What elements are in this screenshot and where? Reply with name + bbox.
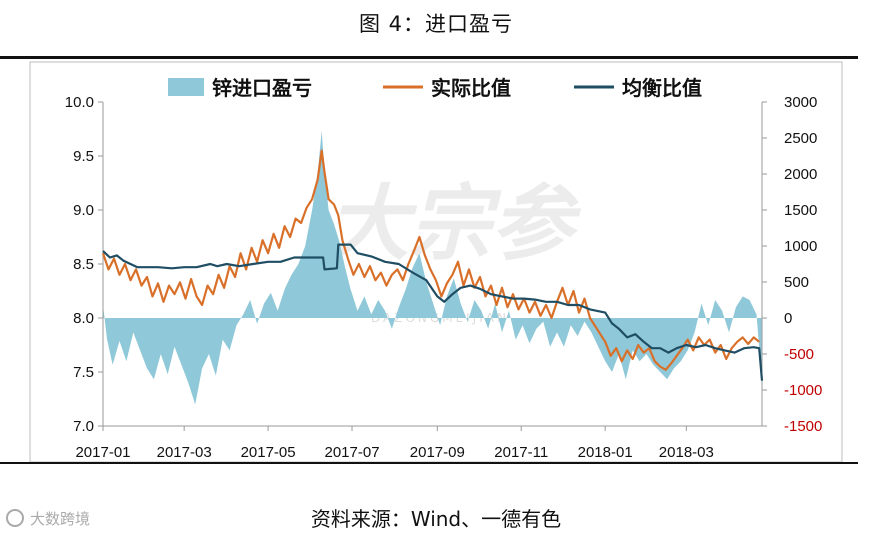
line-series-equilibrium-ratio <box>102 243 764 381</box>
x-tick-label: 2017-07 <box>324 444 379 461</box>
x-tick-label: 2018-01 <box>578 444 633 461</box>
y-right-tick-label: 0 <box>784 310 792 327</box>
y-right-tick-label: -1000 <box>784 382 822 399</box>
area-series-layer <box>103 130 762 405</box>
y-right-tick-label: 1500 <box>784 202 817 219</box>
x-tick-label: 2017-09 <box>410 444 465 461</box>
y-right-tick-label: 2500 <box>784 130 817 147</box>
y-right-tick-label: 500 <box>784 274 809 291</box>
y-right-tick-label: 1000 <box>784 238 817 255</box>
line-series-layer <box>101 149 764 381</box>
y-right-tick-label: 2000 <box>784 166 817 183</box>
source-note: 资料来源：Wind、一德有色 <box>310 507 562 531</box>
y-left-tick-label: 8.5 <box>73 256 94 273</box>
y-left-tick-label: 9.5 <box>73 148 94 165</box>
x-tick-label: 2017-03 <box>157 444 212 461</box>
legend-label-equilibrium: 均衡比值 <box>622 76 702 100</box>
top-rule <box>0 56 858 59</box>
y-right-tick-label: -500 <box>784 346 814 363</box>
plot-frame <box>29 61 843 463</box>
brand-logo-icon <box>6 509 24 527</box>
line-series-actual-ratio <box>101 149 760 371</box>
y-left-tick-label: 7.5 <box>73 364 94 381</box>
legend-label-area: 锌进口盈亏 <box>212 76 312 100</box>
x-tick-label: 2018-03 <box>659 444 714 461</box>
y-right-tick-label: 3000 <box>784 94 817 111</box>
y-right-tick-label: -1500 <box>784 418 822 435</box>
figure-title: 图 4：进口盈亏 <box>358 12 514 36</box>
bottom-rule <box>0 462 858 464</box>
legend: 锌进口盈亏 实际比值 均衡比值 <box>168 76 702 100</box>
x-tick-label: 2017-05 <box>241 444 296 461</box>
tick-labels-layer: 7.0 7.5 8.0 8.5 9.0 9.5 10.0 3000 2500 2000 1500 10… <box>65 94 823 461</box>
y-left-tick-label: 9.0 <box>73 202 94 219</box>
watermark-logo: 大宗参 <box>327 177 582 272</box>
watermark-brand: 大数跨境 <box>6 508 90 529</box>
y-left-tick-label: 7.0 <box>73 418 94 435</box>
legend-label-actual: 实际比值 <box>431 76 511 100</box>
y-left-tick-label: 10.0 <box>65 94 94 111</box>
x-tick-label: 2017-11 <box>494 444 548 461</box>
legend-swatch-area <box>168 78 204 96</box>
y-left-tick-label: 8.0 <box>73 310 94 327</box>
x-tick-label: 2017-01 <box>75 444 130 461</box>
area-series-import-profit <box>103 130 762 405</box>
brand-text: 大数跨境 <box>30 510 91 528</box>
